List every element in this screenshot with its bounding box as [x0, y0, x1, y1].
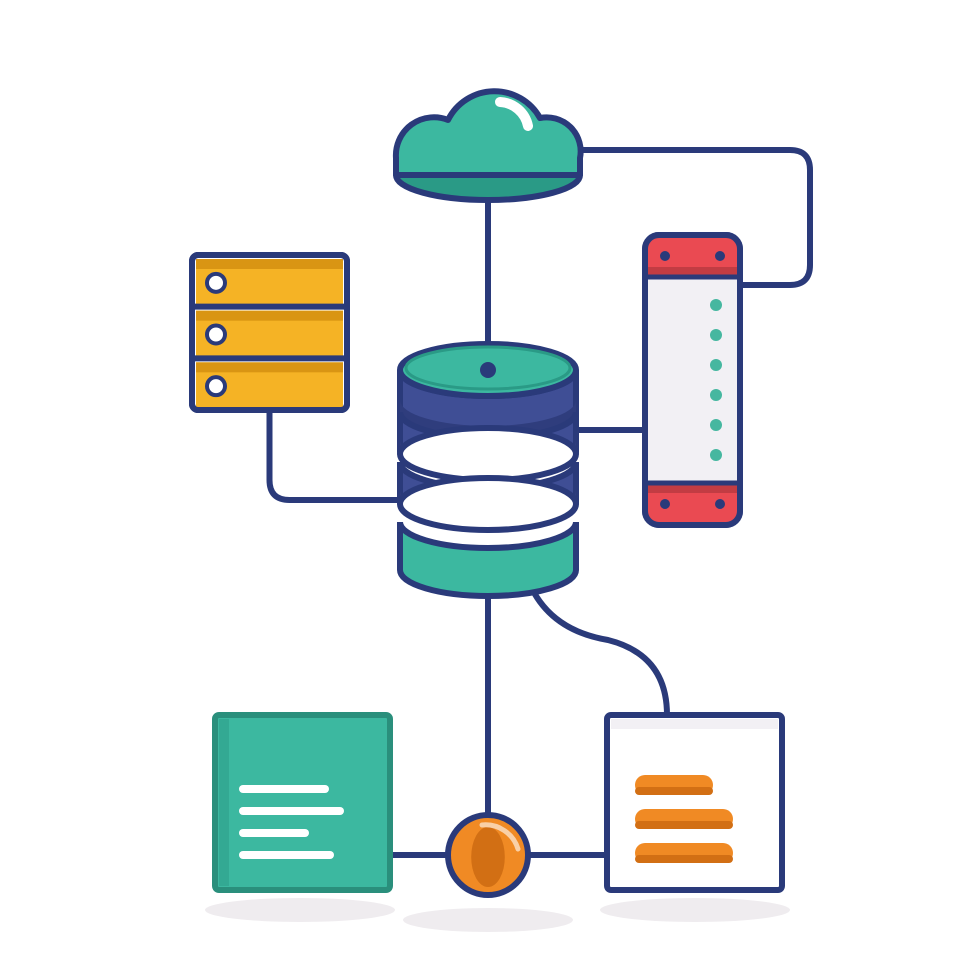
- ground-shadows: [205, 898, 790, 932]
- server-rack-icon: [192, 255, 347, 410]
- cloud-infrastructure-diagram: [0, 0, 980, 980]
- mobile-device-icon: [645, 235, 740, 525]
- database-icon: [400, 344, 576, 596]
- hub-node-icon: [448, 815, 528, 895]
- cloud-icon: [396, 91, 581, 200]
- document-list-icon: [607, 715, 782, 890]
- document-teal-icon: [215, 715, 390, 890]
